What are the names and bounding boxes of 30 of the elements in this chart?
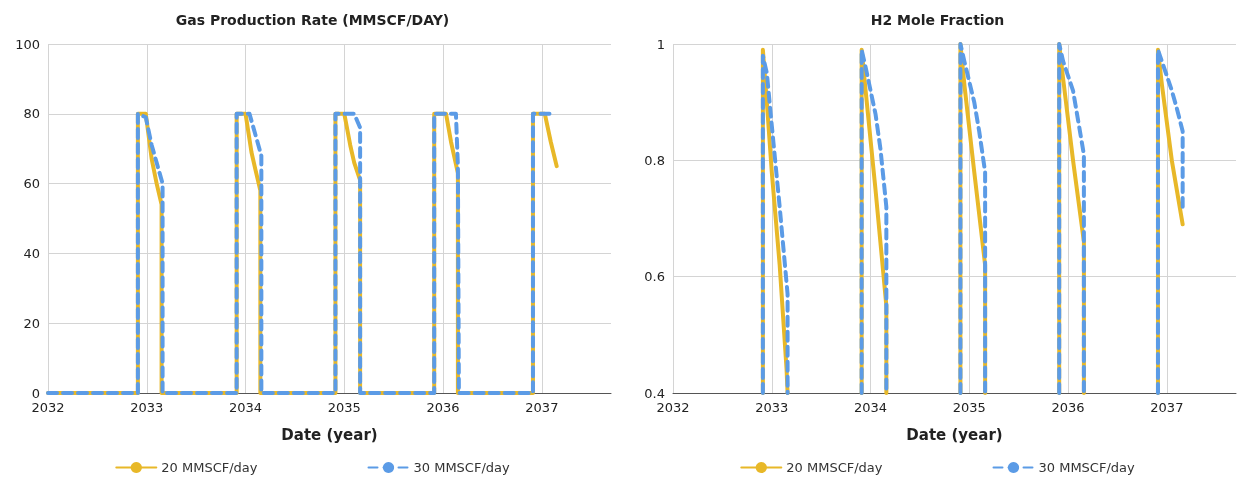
- y-tick-label: 20: [23, 315, 40, 331]
- chart-title: Gas Production Rate (MMSCF/DAY): [175, 12, 450, 28]
- legend-label: 20 MMSCF/day: [786, 460, 883, 475]
- y-tick-label: 0.6: [644, 269, 665, 285]
- y-tick-label: 0.4: [644, 385, 665, 401]
- chart-title: H2 Mole Fraction: [870, 12, 1005, 28]
- y-tick-label: 80: [23, 106, 40, 122]
- x-axis-title: Date (year): [906, 425, 1003, 444]
- x-tick-label: 2035: [327, 400, 361, 415]
- y-tick-label: 0: [31, 385, 40, 401]
- x-tick-label: 2037: [525, 400, 559, 415]
- x-tick-label: 2034: [854, 400, 888, 415]
- y-tick-label: 60: [23, 176, 40, 192]
- x-tick-label: 2032: [656, 400, 690, 415]
- x-axis-title: Date (year): [281, 425, 378, 444]
- y-tick-label: 0.8: [644, 152, 665, 168]
- x-tick-label: 2032: [31, 400, 65, 415]
- x-tick-label: 2033: [130, 400, 164, 415]
- x-tick-label: 2034: [229, 400, 263, 415]
- legend-label: 30 MMSCF/day: [413, 460, 511, 475]
- y-tick-label: 100: [15, 36, 40, 52]
- x-tick-label: 2035: [952, 400, 986, 415]
- x-tick-label: 2033: [755, 400, 789, 415]
- y-tick-label: 40: [23, 245, 40, 261]
- legend-label: 30 MMSCF/day: [1038, 460, 1136, 475]
- y-tick-label: 1: [656, 36, 665, 52]
- legend-label: 20 MMSCF/day: [161, 460, 258, 475]
- x-tick-label: 2036: [426, 400, 460, 415]
- x-tick-label: 2036: [1051, 400, 1085, 415]
- x-tick-label: 2037: [1150, 400, 1184, 415]
